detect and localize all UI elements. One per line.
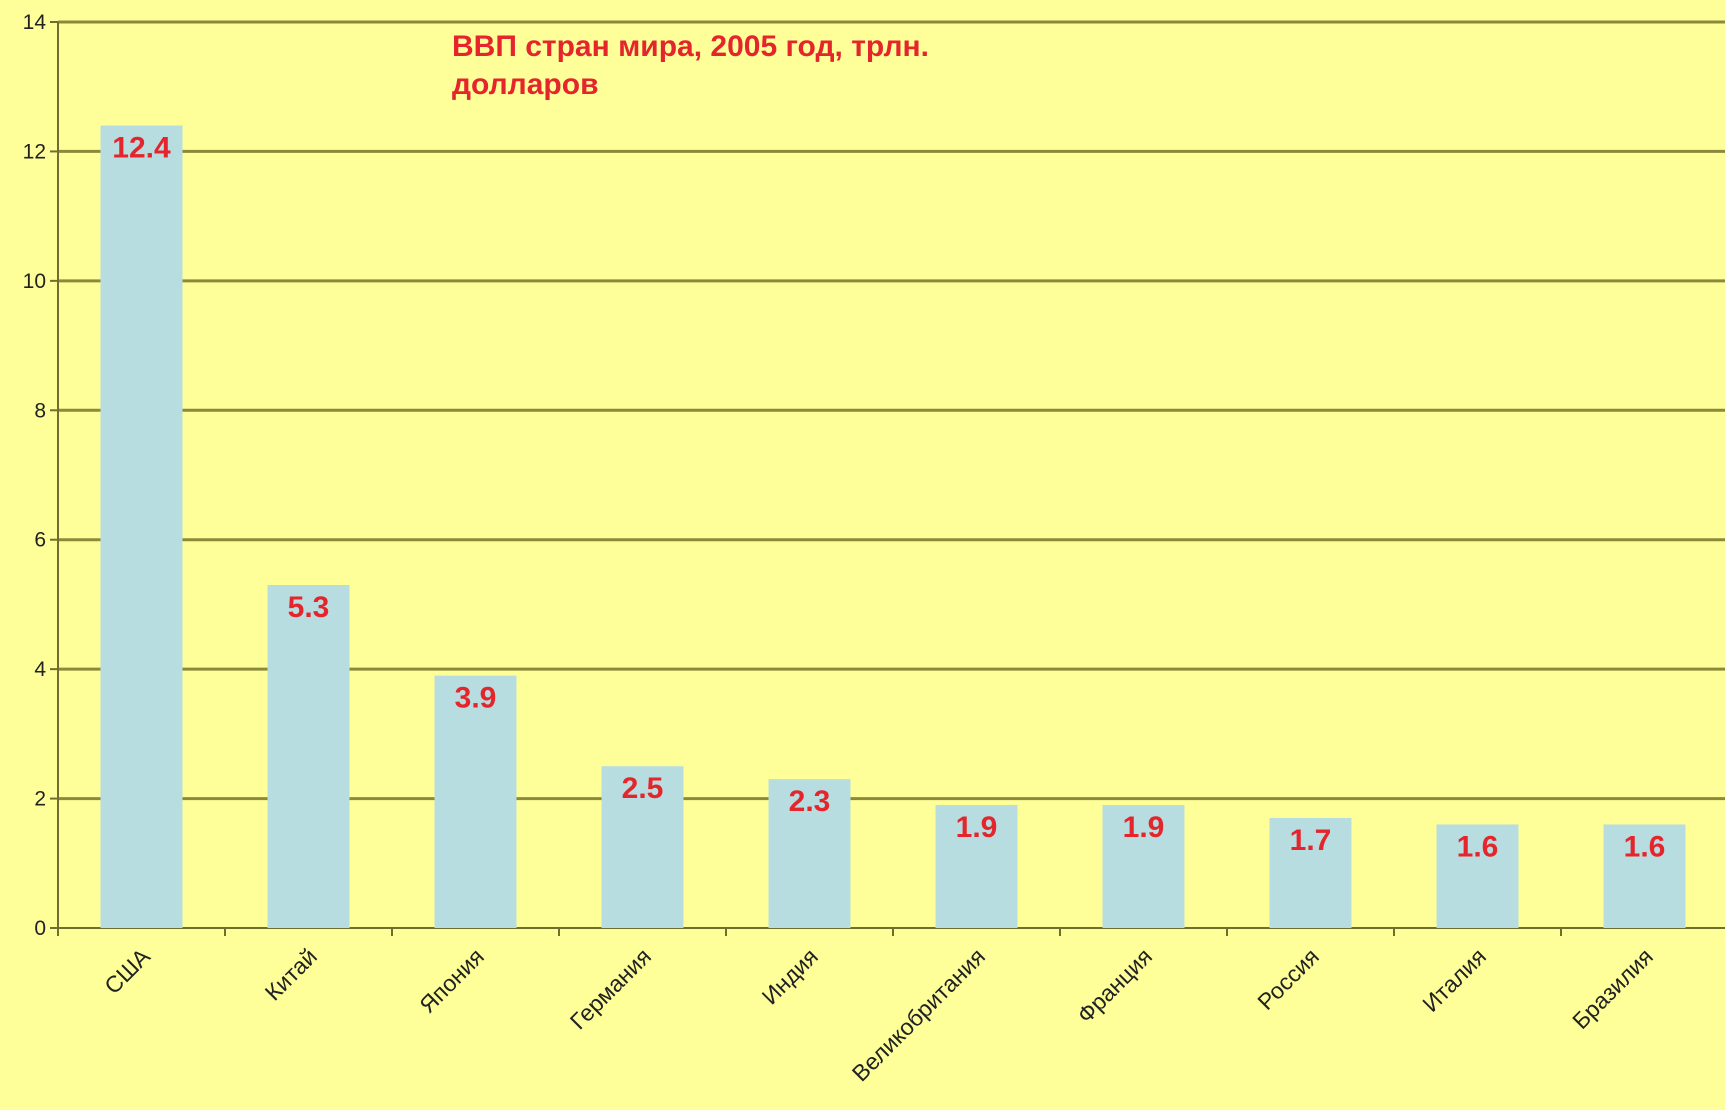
x-category-label: Франция	[1072, 943, 1157, 1028]
x-category-label: Великобритания	[847, 943, 990, 1086]
x-category-label: Россия	[1252, 943, 1324, 1015]
data-label: 1.9	[956, 811, 998, 844]
x-category-label: Бразилия	[1567, 943, 1658, 1034]
data-label: 1.9	[1123, 811, 1165, 844]
y-tick-label: 0	[34, 917, 46, 940]
bar-3	[434, 675, 517, 928]
bar-10	[1603, 824, 1686, 928]
y-tick-label: 4	[34, 658, 46, 681]
y-tick-label: 6	[34, 529, 46, 552]
data-label: 2.3	[789, 785, 831, 818]
y-tick-label: 14	[23, 11, 47, 34]
x-category-label: Италия	[1417, 943, 1491, 1017]
y-tick-label: 8	[34, 399, 46, 422]
data-label: 12.4	[112, 132, 171, 165]
bar-1	[100, 125, 183, 929]
bars	[100, 125, 1686, 929]
data-label: 1.7	[1290, 824, 1332, 857]
data-label: 3.9	[455, 682, 497, 715]
data-label: 5.3	[288, 591, 330, 624]
data-label: 1.6	[1457, 830, 1499, 863]
y-tick-label: 12	[23, 140, 46, 163]
x-category-label: Япония	[414, 943, 489, 1018]
bar-7	[1102, 805, 1185, 928]
x-category-label: Индия	[757, 943, 823, 1009]
bar-6	[935, 805, 1018, 928]
bar-8	[1269, 817, 1352, 928]
bar-2	[267, 585, 350, 928]
chart-title: ВВП стран мира, 2005 год, трлн. долларов	[452, 30, 929, 101]
bar-5	[768, 779, 851, 928]
y-tick-label: 2	[34, 788, 46, 811]
x-category-label: Китай	[260, 943, 322, 1005]
bar-4	[601, 766, 684, 928]
y-tick-label: 10	[23, 270, 46, 293]
data-label: 1.6	[1624, 830, 1666, 863]
bar-9	[1436, 824, 1519, 928]
x-category-label: США	[99, 943, 155, 999]
x-category-label: Германия	[565, 943, 656, 1034]
data-label: 2.5	[622, 772, 664, 805]
